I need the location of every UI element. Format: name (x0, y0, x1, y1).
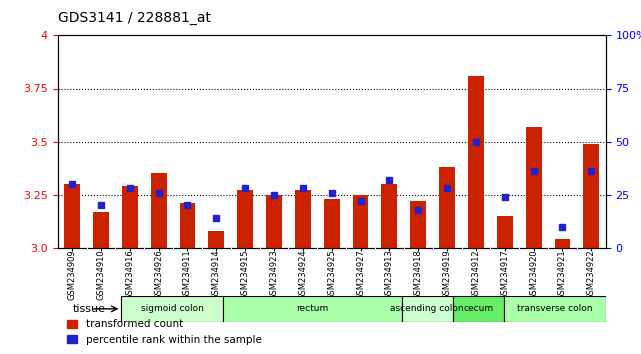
Legend: transformed count, percentile rank within the sample: transformed count, percentile rank withi… (63, 315, 266, 349)
Bar (266, 195, 282, 248)
Bar (151, 173, 167, 248)
Bar (504, 296, 606, 322)
Text: GSM234921: GSM234921 (558, 249, 567, 300)
Text: GSM234927: GSM234927 (356, 249, 365, 300)
Bar (208, 231, 224, 248)
Bar (497, 216, 513, 248)
Bar (324, 199, 340, 248)
Bar (295, 190, 311, 248)
Text: GSM234910: GSM234910 (96, 249, 106, 300)
Text: GSM234919: GSM234919 (442, 249, 452, 300)
Bar (237, 190, 253, 248)
Bar (468, 76, 484, 248)
Text: GSM234925: GSM234925 (327, 249, 337, 300)
Text: GSM234913: GSM234913 (385, 249, 394, 300)
Text: sigmoid colon: sigmoid colon (141, 304, 204, 313)
Bar (223, 296, 402, 322)
Bar (402, 296, 453, 322)
Text: GSM234912: GSM234912 (471, 249, 481, 300)
Bar (381, 184, 397, 248)
Text: GSM234924: GSM234924 (298, 249, 308, 300)
Bar (353, 195, 369, 248)
Bar (554, 239, 570, 248)
Text: GSM234911: GSM234911 (183, 249, 192, 300)
Text: tissue: tissue (73, 304, 106, 314)
Bar (583, 144, 599, 248)
Text: GDS3141 / 228881_at: GDS3141 / 228881_at (58, 11, 211, 25)
Text: GSM234916: GSM234916 (125, 249, 135, 300)
Bar (453, 296, 504, 322)
Bar (121, 296, 223, 322)
Text: GSM234926: GSM234926 (154, 249, 163, 300)
Text: transverse colon: transverse colon (517, 304, 592, 313)
Bar (410, 201, 426, 248)
Text: GSM234915: GSM234915 (240, 249, 250, 300)
Text: GSM234917: GSM234917 (500, 249, 510, 300)
Bar (93, 212, 109, 248)
Bar (526, 127, 542, 248)
Text: GSM234918: GSM234918 (413, 249, 423, 300)
Bar (64, 184, 80, 248)
Text: GSM234920: GSM234920 (529, 249, 538, 300)
Bar (439, 167, 455, 248)
Text: cecum: cecum (463, 304, 494, 313)
Text: GSM234909: GSM234909 (67, 249, 77, 300)
Text: ascending colon: ascending colon (390, 304, 464, 313)
Text: GSM234914: GSM234914 (212, 249, 221, 300)
Bar (122, 186, 138, 248)
Text: GSM234922: GSM234922 (587, 249, 596, 300)
Text: rectum: rectum (297, 304, 329, 313)
Bar (179, 203, 196, 248)
Text: GSM234923: GSM234923 (269, 249, 279, 300)
